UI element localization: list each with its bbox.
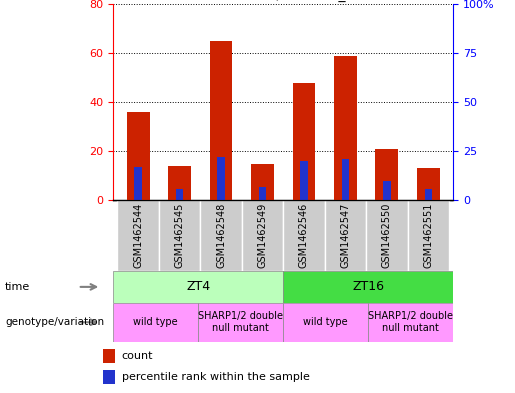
Bar <box>283 303 368 342</box>
Text: SHARP1/2 double
null mutant: SHARP1/2 double null mutant <box>368 312 453 333</box>
Text: wild type: wild type <box>303 317 348 327</box>
Bar <box>127 112 149 200</box>
Bar <box>168 166 191 200</box>
Bar <box>176 189 183 200</box>
Bar <box>242 200 283 271</box>
Text: GSM1462549: GSM1462549 <box>258 202 267 268</box>
Bar <box>366 200 407 271</box>
Bar <box>159 200 200 271</box>
Text: GSM1462550: GSM1462550 <box>382 202 392 268</box>
Bar <box>103 349 115 363</box>
Bar <box>407 200 449 271</box>
Bar <box>217 157 225 200</box>
Bar <box>383 181 390 200</box>
Bar <box>251 163 274 200</box>
Text: time: time <box>5 282 30 292</box>
Bar <box>103 370 115 384</box>
Text: ZT16: ZT16 <box>352 280 384 294</box>
Text: percentile rank within the sample: percentile rank within the sample <box>122 372 310 382</box>
Bar <box>293 83 315 200</box>
Bar <box>368 303 453 342</box>
Bar <box>259 187 266 200</box>
Text: GSM1462547: GSM1462547 <box>340 202 350 268</box>
Text: GSM1462551: GSM1462551 <box>423 202 433 268</box>
Text: GSM1462544: GSM1462544 <box>133 202 143 268</box>
Bar <box>283 200 324 271</box>
Bar <box>117 200 159 271</box>
Text: SHARP1/2 double
null mutant: SHARP1/2 double null mutant <box>198 312 283 333</box>
Text: GSM1462548: GSM1462548 <box>216 202 226 268</box>
Bar <box>424 189 432 200</box>
Bar <box>300 161 307 200</box>
Text: GSM1462545: GSM1462545 <box>175 202 184 268</box>
Bar <box>417 169 440 200</box>
Bar <box>283 271 453 303</box>
Bar <box>341 159 349 200</box>
Title: GDS5423 / 101428_at: GDS5423 / 101428_at <box>207 0 359 2</box>
Text: ZT4: ZT4 <box>186 280 210 294</box>
Text: GSM1462546: GSM1462546 <box>299 202 309 268</box>
Bar <box>113 271 283 303</box>
Bar <box>200 200 242 271</box>
Bar <box>113 303 198 342</box>
Bar <box>198 303 283 342</box>
Text: wild type: wild type <box>133 317 178 327</box>
Bar <box>210 41 232 200</box>
Bar <box>324 200 366 271</box>
Text: genotype/variation: genotype/variation <box>5 317 104 327</box>
Bar <box>375 149 398 200</box>
Bar <box>134 167 142 200</box>
Text: count: count <box>122 351 153 361</box>
Bar <box>334 55 357 200</box>
